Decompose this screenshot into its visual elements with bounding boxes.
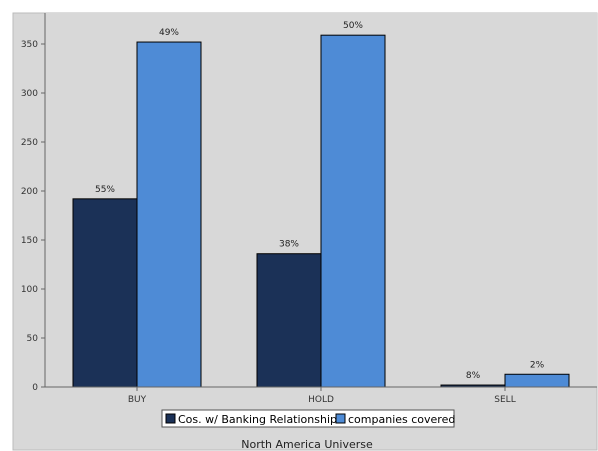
x-axis: BUY HOLD SELL bbox=[45, 386, 597, 405]
legend-label: companies covered bbox=[348, 413, 455, 426]
x-tick-label: BUY bbox=[128, 395, 147, 405]
chart-caption: North America Universe bbox=[241, 438, 373, 451]
x-tick-label: SELL bbox=[494, 395, 515, 405]
y-tick-label: 200 bbox=[21, 187, 38, 197]
data-label: 38% bbox=[279, 240, 299, 250]
bar-buy-series-2 bbox=[136, 41, 202, 388]
legend-swatch bbox=[335, 413, 346, 424]
y-tick-label: 100 bbox=[21, 285, 38, 295]
y-tick-label: 50 bbox=[27, 334, 39, 344]
legend-label: Cos. w/ Banking Relationship bbox=[178, 413, 337, 426]
y-tick-label: 250 bbox=[21, 138, 38, 148]
x-tick-label: HOLD bbox=[308, 395, 334, 405]
bar-hold-series-1 bbox=[256, 253, 322, 388]
y-tick-label: 350 bbox=[21, 40, 38, 50]
data-label: 55% bbox=[95, 185, 115, 195]
data-label: 8% bbox=[466, 371, 481, 381]
y-tick-label: 150 bbox=[21, 236, 38, 246]
bar-sell-series-2 bbox=[504, 373, 570, 388]
bar-buy-series-1 bbox=[72, 198, 138, 388]
legend-swatch bbox=[165, 413, 176, 424]
bar-hold-series-2 bbox=[320, 34, 386, 388]
data-labels: 55% 49% 38% 50% 8% 2% bbox=[95, 21, 545, 381]
legend: Cos. w/ Banking Relationship companies co… bbox=[161, 409, 455, 428]
bars-group bbox=[72, 34, 570, 388]
y-tick-label: 300 bbox=[21, 89, 38, 99]
legend-box bbox=[161, 409, 455, 428]
data-label: 50% bbox=[343, 21, 363, 31]
data-label: 49% bbox=[159, 28, 179, 38]
y-axis: 0 50 100 150 200 250 300 350 bbox=[21, 13, 46, 393]
data-label: 2% bbox=[530, 360, 545, 370]
y-tick-label: 0 bbox=[32, 383, 38, 393]
